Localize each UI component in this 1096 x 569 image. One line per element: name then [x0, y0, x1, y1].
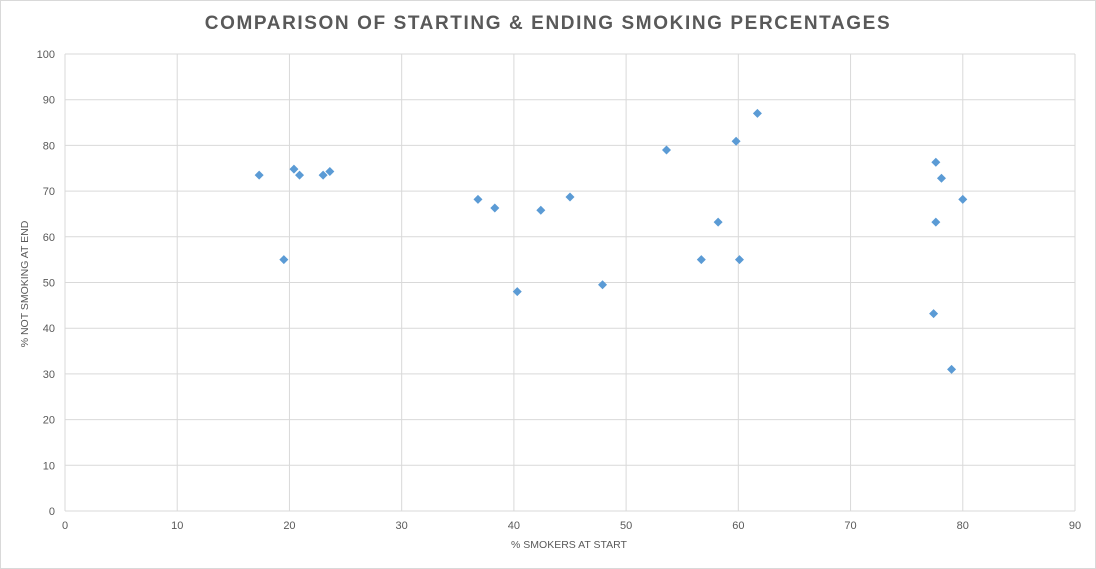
x-tick-label: 40 [508, 520, 520, 532]
data-point [752, 108, 762, 118]
y-tick-label: 100 [37, 49, 55, 61]
x-tick-labels: 0 10 20 30 40 50 60 70 80 90 [62, 520, 1081, 532]
data-points [254, 108, 968, 374]
y-tick-label: 30 [43, 369, 55, 381]
data-point [731, 136, 741, 146]
data-point [295, 170, 305, 180]
y-tick-labels: 0 10 20 30 40 50 60 70 80 90 100 [37, 49, 55, 518]
data-point [254, 170, 264, 180]
y-tick-label: 70 [43, 186, 55, 198]
data-point [947, 364, 957, 374]
x-axis-label: % SMOKERS AT START [511, 539, 628, 551]
data-point [490, 203, 500, 213]
y-tick-label: 60 [43, 232, 55, 244]
data-point [931, 217, 941, 227]
y-tick-label: 50 [43, 278, 55, 290]
data-point [929, 309, 939, 319]
x-tick-label: 0 [62, 520, 68, 532]
gridlines [64, 53, 1076, 512]
data-point [598, 280, 608, 290]
y-tick-label: 10 [43, 460, 55, 472]
x-tick-label: 60 [732, 520, 744, 532]
data-point [662, 145, 672, 155]
data-point [713, 217, 723, 227]
data-point [931, 157, 941, 167]
data-point [565, 192, 575, 202]
y-tick-label: 40 [43, 323, 55, 335]
data-point [318, 170, 328, 180]
data-point [536, 205, 546, 215]
chart-title: COMPARISON OF STARTING & ENDING SMOKING … [204, 13, 892, 34]
data-point [289, 164, 299, 174]
data-point [512, 287, 522, 297]
data-point [279, 255, 289, 265]
data-point [325, 166, 335, 176]
data-point [696, 255, 706, 265]
x-tick-label: 30 [396, 520, 408, 532]
x-tick-label: 20 [283, 520, 295, 532]
y-tick-label: 0 [49, 506, 55, 518]
x-tick-label: 10 [171, 520, 183, 532]
x-tick-label: 90 [1069, 520, 1081, 532]
y-tick-label: 80 [43, 140, 55, 152]
x-tick-label: 70 [844, 520, 856, 532]
data-point [958, 194, 968, 204]
data-point [936, 173, 946, 183]
y-tick-label: 20 [43, 415, 55, 427]
x-tick-label: 80 [957, 520, 969, 532]
y-axis-label: % NOT SMOKING AT END [19, 220, 31, 347]
data-point [734, 255, 744, 265]
data-point [473, 194, 483, 204]
y-tick-label: 90 [43, 95, 55, 107]
x-tick-label: 50 [620, 520, 632, 532]
